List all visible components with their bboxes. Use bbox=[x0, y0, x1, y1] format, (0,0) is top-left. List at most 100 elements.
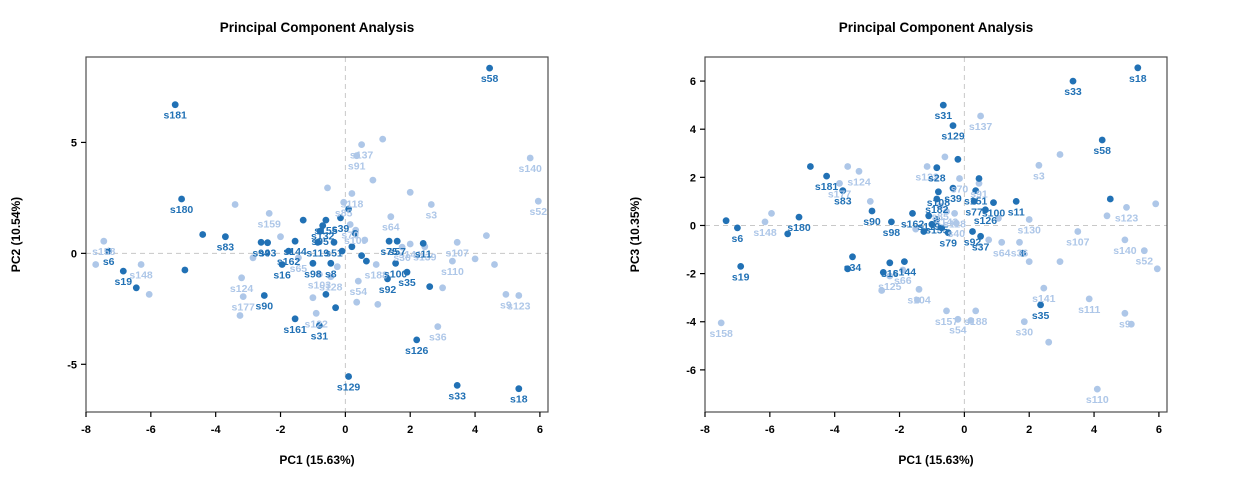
point-label: s124 bbox=[230, 283, 254, 295]
data-point bbox=[925, 212, 933, 220]
x-tick-label: 0 bbox=[342, 424, 348, 436]
data-point bbox=[453, 382, 461, 389]
point-label: s104 bbox=[907, 294, 931, 306]
data-point bbox=[1020, 318, 1028, 326]
data-point bbox=[901, 258, 908, 265]
point-label: s19 bbox=[115, 276, 133, 288]
data-point bbox=[277, 233, 284, 241]
point-label: s9 bbox=[500, 299, 512, 311]
x-tick-label: -8 bbox=[81, 424, 91, 436]
data-point bbox=[278, 261, 286, 268]
data-point bbox=[353, 298, 361, 306]
point-label: s143 bbox=[935, 217, 959, 229]
data-point bbox=[319, 222, 327, 230]
data-point bbox=[954, 155, 962, 163]
data-point bbox=[912, 225, 920, 233]
point-label: s162 bbox=[901, 218, 925, 230]
point-label: s91 bbox=[348, 161, 366, 173]
point-label: s157 bbox=[935, 316, 959, 328]
data-point bbox=[316, 271, 323, 278]
data-point bbox=[888, 218, 895, 226]
data-point bbox=[1123, 204, 1130, 211]
data-point bbox=[372, 261, 380, 268]
data-point bbox=[998, 238, 1006, 246]
x-axis-label: PC1 (15.63%) bbox=[279, 453, 354, 467]
plot-frame bbox=[704, 56, 1168, 413]
data-point bbox=[855, 167, 863, 175]
data-point bbox=[100, 237, 108, 245]
pca-panel-pc1-pc2: s158 s148 s124 s177 s159 s137 s91 s140 s52 s118 s8… bbox=[9, 20, 549, 467]
data-point bbox=[295, 254, 302, 262]
data-point bbox=[923, 163, 931, 170]
data-point bbox=[844, 163, 852, 170]
y-axis-label: PC2 (10.54%) bbox=[9, 197, 23, 272]
point-label: s34 bbox=[844, 262, 862, 274]
point-label: s123 bbox=[507, 301, 531, 313]
x-tick-label: -2 bbox=[276, 424, 286, 436]
data-point bbox=[836, 180, 843, 187]
point-label: s90 bbox=[863, 216, 881, 228]
point-label: s177 bbox=[232, 302, 256, 314]
data-point bbox=[823, 172, 830, 180]
data-point bbox=[909, 210, 916, 217]
x-tick-label: 2 bbox=[407, 424, 413, 436]
point-label: s151 bbox=[964, 196, 988, 208]
data-point bbox=[393, 237, 401, 245]
data-point bbox=[419, 240, 427, 247]
data-point bbox=[1019, 249, 1027, 257]
data-point bbox=[145, 291, 153, 298]
point-label: s128 bbox=[319, 282, 343, 294]
data-point bbox=[119, 267, 127, 275]
data-point bbox=[92, 261, 100, 268]
point-label: s79 bbox=[939, 238, 957, 250]
point-label: s122 bbox=[915, 172, 939, 184]
point-label: s111 bbox=[1078, 304, 1100, 316]
data-point bbox=[327, 273, 335, 281]
plot-title: Principal Component Analysis bbox=[839, 20, 1034, 35]
data-point bbox=[1035, 161, 1043, 169]
data-point bbox=[1016, 238, 1023, 246]
data-point bbox=[316, 227, 324, 235]
point-label: s180 bbox=[170, 204, 194, 216]
point-label: s92 bbox=[964, 237, 982, 249]
data-point bbox=[795, 213, 803, 221]
plot-title: Principal Component Analysis bbox=[220, 20, 415, 35]
x-tick-label: 2 bbox=[1026, 424, 1032, 436]
data-point bbox=[1103, 212, 1111, 220]
point-label: s65 bbox=[290, 263, 308, 275]
data-point bbox=[526, 154, 534, 162]
data-point bbox=[879, 269, 887, 276]
data-point bbox=[915, 285, 923, 293]
data-point bbox=[502, 291, 510, 298]
data-point bbox=[1134, 64, 1142, 72]
data-point bbox=[935, 188, 942, 196]
data-point bbox=[406, 240, 414, 248]
data-point bbox=[938, 224, 946, 232]
data-point bbox=[1106, 195, 1114, 203]
data-point bbox=[1025, 258, 1033, 265]
data-point bbox=[231, 201, 239, 208]
point-label: s144 bbox=[893, 267, 917, 279]
data-point bbox=[322, 291, 330, 298]
data-point bbox=[1040, 284, 1048, 292]
point-label: s31 bbox=[935, 110, 953, 122]
x-tick-label: -6 bbox=[146, 424, 156, 436]
data-point bbox=[346, 221, 354, 228]
x-tick-label: -6 bbox=[765, 424, 775, 436]
point-label: s109 bbox=[344, 235, 368, 247]
data-point bbox=[737, 263, 745, 270]
data-point bbox=[943, 307, 950, 315]
data-point bbox=[933, 195, 941, 203]
data-point bbox=[398, 243, 406, 251]
point-label: s92 bbox=[379, 284, 397, 296]
x-tick-label: 6 bbox=[537, 424, 543, 436]
data-point bbox=[1056, 258, 1064, 265]
point-label: s83 bbox=[217, 242, 235, 254]
data-point bbox=[982, 206, 989, 214]
data-point bbox=[384, 275, 391, 283]
data-point bbox=[1037, 301, 1044, 309]
data-point bbox=[943, 208, 950, 215]
point-label: s11 bbox=[415, 248, 432, 260]
data-point bbox=[374, 301, 382, 308]
